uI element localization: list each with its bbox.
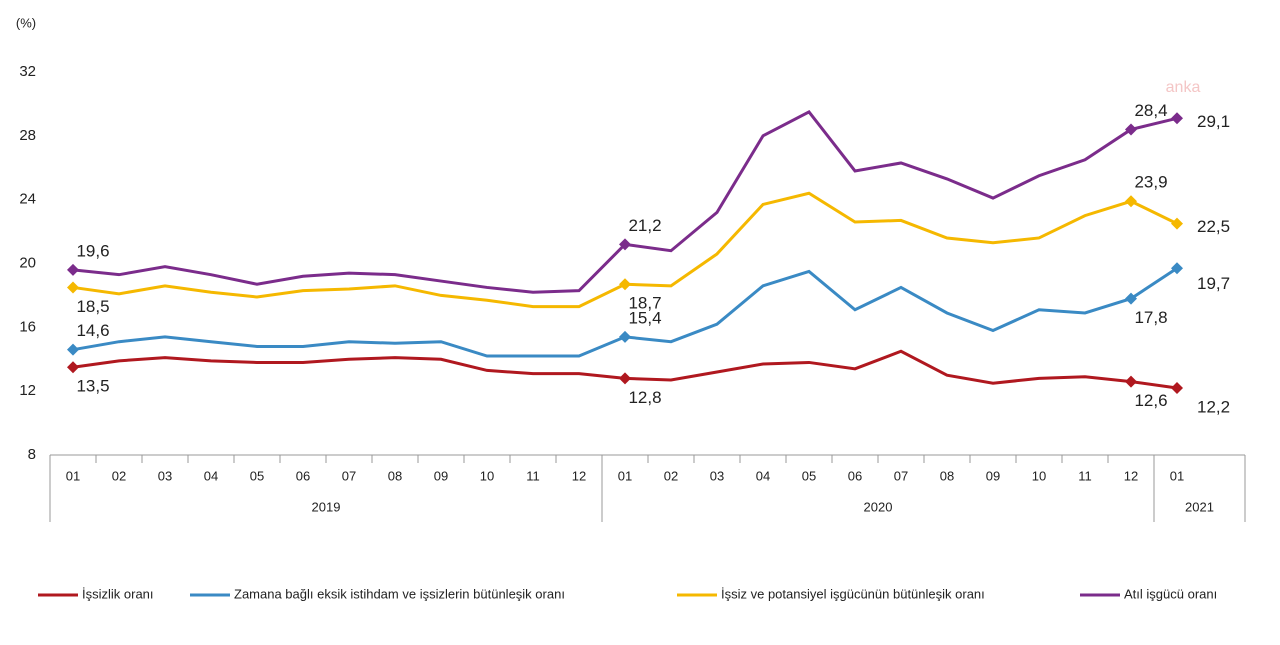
x-tick-label: 01	[1170, 468, 1184, 483]
x-tick-label: 08	[388, 468, 402, 483]
marker	[67, 343, 79, 356]
group-label: 2020	[864, 499, 893, 514]
series-line	[72, 109, 1178, 294]
x-tick-label: 11	[526, 468, 540, 483]
legend-label: Zamana bağlı eksik istihdam ve işsizleri…	[234, 586, 565, 601]
y-tick-label: 20	[19, 254, 36, 271]
x-tick-label: 07	[894, 468, 908, 483]
data-label: 18,5	[76, 297, 109, 316]
group-label: 2019	[312, 499, 341, 514]
data-label: 13,5	[76, 377, 109, 396]
marker	[1171, 112, 1183, 125]
x-tick-label: 07	[342, 468, 356, 483]
x-tick-label: 09	[986, 468, 1000, 483]
x-tick-label: 11	[1078, 468, 1092, 483]
y-axis-label: (%)	[16, 15, 36, 30]
data-label: 14,6	[76, 321, 109, 340]
data-label: 12,2	[1197, 397, 1230, 416]
data-label: 19,7	[1197, 274, 1230, 293]
y-tick-label: 8	[28, 446, 36, 463]
marker	[619, 238, 631, 251]
marker	[1125, 292, 1137, 305]
legend-label: İşsiz ve potansiyel işgücünün bütünleşik…	[721, 586, 985, 601]
x-tick-label: 12	[1124, 468, 1138, 483]
marker	[67, 361, 79, 374]
x-tick-label: 02	[664, 468, 678, 483]
x-tick-label: 05	[802, 468, 816, 483]
x-tick-label: 02	[112, 468, 126, 483]
x-tick-label: 10	[1032, 468, 1046, 483]
data-label: 19,6	[76, 241, 109, 260]
data-label: 21,2	[628, 216, 661, 235]
data-label: 15,4	[628, 308, 661, 327]
x-tick-label: 08	[940, 468, 954, 483]
marker	[67, 281, 79, 294]
marker	[67, 263, 79, 276]
data-label: 18,7	[628, 294, 661, 313]
x-tick-label: 12	[572, 468, 586, 483]
marker	[619, 278, 631, 291]
data-label: 12,6	[1134, 391, 1167, 410]
marker	[1171, 217, 1183, 230]
x-tick-label: 06	[296, 468, 310, 483]
data-label: 29,1	[1197, 112, 1230, 131]
data-label: 17,8	[1134, 308, 1167, 327]
x-tick-label: 03	[158, 468, 172, 483]
x-tick-label: 03	[710, 468, 724, 483]
data-label: 12,8	[628, 388, 661, 407]
data-label: 28,4	[1134, 101, 1167, 120]
legend-label: Atıl işgücü oranı	[1124, 586, 1217, 601]
watermark: anka	[1166, 79, 1201, 96]
data-label: 22,5	[1197, 217, 1230, 236]
marker	[619, 372, 631, 385]
x-tick-label: 01	[618, 468, 632, 483]
marker	[1125, 375, 1137, 388]
x-tick-label: 04	[204, 468, 218, 483]
x-tick-label: 04	[756, 468, 770, 483]
marker	[1171, 262, 1183, 275]
x-tick-label: 10	[480, 468, 494, 483]
x-tick-label: 01	[66, 468, 80, 483]
y-tick-label: 32	[19, 63, 36, 80]
data-label: 23,9	[1134, 173, 1167, 192]
marker	[1125, 123, 1137, 136]
marker	[1125, 195, 1137, 208]
x-tick-label: 06	[848, 468, 862, 483]
legend-label: İşsizlik oranı	[82, 586, 154, 601]
y-tick-label: 16	[19, 318, 36, 335]
x-tick-label: 05	[250, 468, 264, 483]
marker	[619, 330, 631, 343]
group-label: 2021	[1185, 499, 1214, 514]
y-tick-label: 12	[19, 382, 36, 399]
x-tick-label: 09	[434, 468, 448, 483]
marker	[1171, 381, 1183, 394]
y-tick-label: 24	[19, 191, 36, 208]
y-tick-label: 28	[19, 127, 36, 144]
